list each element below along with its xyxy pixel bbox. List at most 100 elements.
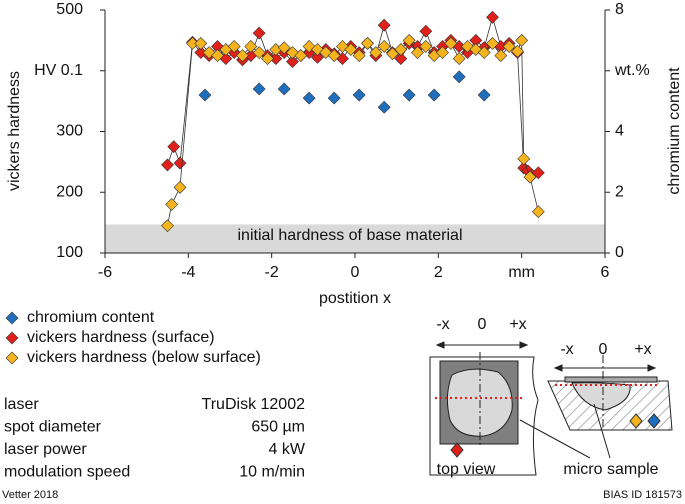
data-point <box>194 36 208 50</box>
data-point <box>411 46 424 59</box>
marker-icon <box>647 413 661 429</box>
legend-marker <box>5 331 19 345</box>
data-point <box>494 49 508 62</box>
x-tick-label: -6 <box>98 264 112 281</box>
data-point <box>161 158 174 172</box>
data-point <box>369 46 383 59</box>
param-value: 10 m/min <box>239 464 305 481</box>
data-point <box>202 46 216 59</box>
param-label: spot diameter <box>4 419 102 436</box>
data-point <box>402 88 416 102</box>
diagram-label: top view <box>437 461 496 478</box>
x-tick-label: 0 <box>351 264 360 281</box>
data-point <box>402 33 416 47</box>
data-point <box>394 43 408 56</box>
band-label: initial hardness of base material <box>237 227 462 244</box>
data-point <box>165 197 179 211</box>
legend-label: chromium content <box>27 309 155 326</box>
data-point <box>477 88 491 102</box>
y2-tick-label: 8 <box>615 1 624 18</box>
x-tick-label: 2 <box>434 264 443 281</box>
data-point <box>344 43 358 56</box>
x-tick-label: 6 <box>601 264 610 281</box>
data-point <box>302 91 316 105</box>
data-point <box>523 170 537 184</box>
x-tick-label: -2 <box>265 264 279 281</box>
data-point <box>252 46 266 59</box>
layer <box>564 376 658 383</box>
data-point <box>517 152 531 166</box>
data-point <box>277 41 291 55</box>
data-point <box>361 36 374 50</box>
data-point <box>452 52 466 66</box>
y-tick-label: 100 <box>56 244 83 261</box>
diagram <box>429 341 673 476</box>
y-tick-label: 300 <box>56 123 83 140</box>
base-band <box>105 224 605 253</box>
param-value: 4 kW <box>269 441 306 458</box>
data-point <box>327 49 341 62</box>
data-point <box>377 100 391 114</box>
data-point <box>311 50 324 64</box>
y2-tick-label: 0 <box>615 244 624 261</box>
legend-label: vickers hardness (below surface) <box>27 349 261 366</box>
y-tick-label: 200 <box>56 183 83 200</box>
data-point <box>161 219 174 233</box>
marker-icon <box>629 413 643 429</box>
data-point <box>419 40 433 53</box>
data-point <box>211 49 224 62</box>
arrow-head <box>553 364 657 372</box>
data-point <box>377 18 391 32</box>
data-point <box>511 44 524 58</box>
data-point <box>515 33 529 47</box>
data-point <box>427 88 441 102</box>
param-value: TruDisk 12002 <box>202 396 306 413</box>
data-point <box>377 40 391 53</box>
data-point <box>244 40 258 53</box>
data-point <box>444 36 458 50</box>
diagram-label: 0 <box>599 341 608 358</box>
footer-right: BIAS ID 181573 <box>603 489 682 501</box>
data-point <box>486 10 499 24</box>
y-tick-label: HV 0.1 <box>34 62 83 79</box>
data-point <box>302 40 316 53</box>
diagram-label: -x <box>436 316 449 333</box>
data-point <box>236 49 249 62</box>
data-point <box>252 82 266 96</box>
data-point <box>277 82 291 96</box>
y2-axis-label: chromium content <box>666 67 683 195</box>
x-axis-label: postition x <box>319 290 391 307</box>
data-point <box>502 40 516 53</box>
param-label: laser <box>4 396 39 413</box>
y-axis-label: vickers hardness <box>6 71 23 191</box>
data-point <box>386 47 399 61</box>
micro-blob <box>571 382 631 411</box>
diagram-label: +x <box>509 316 526 333</box>
data-point <box>327 91 341 105</box>
data-point <box>198 88 212 102</box>
marker-icon <box>450 442 464 458</box>
data-point <box>477 46 491 59</box>
x-tick-label: -4 <box>181 264 195 281</box>
legend-marker <box>5 311 19 325</box>
legend-marker <box>5 351 19 365</box>
data-point <box>173 180 187 194</box>
data-point <box>452 70 466 84</box>
y2-tick-label: 2 <box>615 183 624 200</box>
data-point <box>352 88 366 102</box>
data-point <box>531 166 545 180</box>
y2-tick-label: 4 <box>615 123 624 140</box>
param-label: modulation speed <box>4 464 130 481</box>
data-point <box>227 40 241 53</box>
data-point <box>486 36 499 50</box>
param-label: laser power <box>4 441 87 458</box>
series-line <box>167 39 539 226</box>
data-point <box>173 156 187 170</box>
data-point <box>419 24 433 38</box>
footer-left: Vetter 2018 <box>2 489 58 501</box>
data-point <box>252 26 266 40</box>
data-point <box>352 49 366 62</box>
data-point <box>261 52 274 66</box>
data-point <box>294 49 308 62</box>
data-point <box>436 46 449 59</box>
